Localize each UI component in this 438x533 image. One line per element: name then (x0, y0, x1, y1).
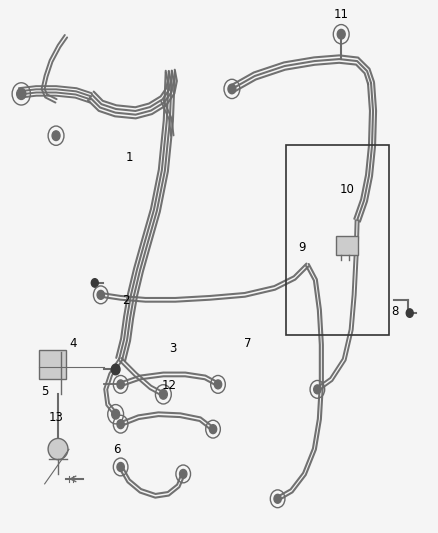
Circle shape (97, 290, 104, 300)
Text: 2: 2 (122, 294, 129, 308)
Circle shape (112, 409, 120, 419)
Circle shape (274, 494, 281, 503)
Text: 3: 3 (170, 342, 177, 355)
Text: 6: 6 (113, 443, 120, 456)
Circle shape (228, 84, 236, 94)
Circle shape (17, 88, 26, 100)
Text: 8: 8 (392, 305, 399, 318)
Text: 4: 4 (70, 337, 77, 350)
Circle shape (111, 364, 120, 375)
Text: 12: 12 (162, 379, 177, 392)
Circle shape (52, 131, 60, 141)
Circle shape (180, 470, 187, 478)
Circle shape (117, 380, 124, 389)
Circle shape (337, 29, 345, 39)
Text: 5: 5 (41, 385, 49, 398)
Circle shape (159, 390, 167, 399)
Text: 11: 11 (333, 8, 348, 21)
Circle shape (117, 463, 124, 471)
Circle shape (117, 419, 124, 429)
Circle shape (314, 385, 321, 394)
Text: 7: 7 (244, 337, 251, 350)
Circle shape (406, 309, 413, 317)
Text: 9: 9 (298, 241, 305, 254)
Circle shape (91, 279, 98, 287)
Ellipse shape (48, 439, 68, 459)
Circle shape (209, 425, 217, 434)
Bar (286, 144, 389, 335)
Bar (336, 236, 358, 255)
Bar (39, 350, 66, 379)
Text: 13: 13 (48, 411, 63, 424)
Text: 10: 10 (340, 183, 355, 196)
Circle shape (214, 380, 222, 389)
Text: 1: 1 (126, 151, 134, 164)
